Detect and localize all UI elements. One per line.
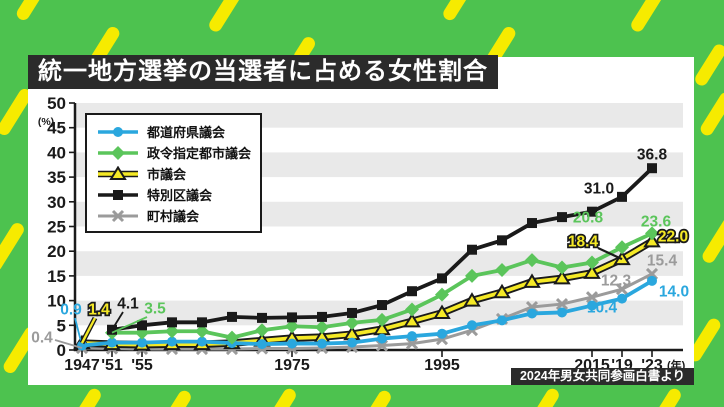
svg-text:35: 35 bbox=[47, 168, 66, 187]
legend-label: 町村議会 bbox=[147, 209, 200, 224]
svg-text:36.8: 36.8 bbox=[637, 147, 668, 164]
svg-text:15: 15 bbox=[47, 267, 66, 286]
bg-dash-icon bbox=[698, 90, 724, 138]
page-title: 統一地方選挙の当選者に占める女性割合 bbox=[28, 55, 498, 89]
svg-text:0.4: 0.4 bbox=[31, 330, 53, 347]
svg-text:23.6: 23.6 bbox=[641, 214, 672, 231]
svg-text:22.0: 22.0 bbox=[658, 229, 688, 246]
bg-dash-icon bbox=[355, 388, 394, 407]
bg-dash-icon bbox=[206, 0, 243, 34]
bg-dash-icon bbox=[645, 386, 684, 407]
svg-text:18.4: 18.4 bbox=[568, 234, 599, 251]
svg-text:30: 30 bbox=[47, 193, 66, 212]
svg-text:0: 0 bbox=[57, 341, 66, 360]
svg-text:1.4: 1.4 bbox=[88, 302, 110, 319]
legend-item-city-assembly: 市議会 bbox=[96, 164, 251, 183]
svg-text:1975: 1975 bbox=[274, 357, 310, 374]
svg-text:3.5: 3.5 bbox=[144, 301, 166, 318]
bg-dash-icon bbox=[65, 386, 104, 407]
bg-dash-icon bbox=[523, 386, 562, 407]
legend-marker-triangle-icon bbox=[98, 165, 138, 180]
svg-text:1995: 1995 bbox=[424, 357, 460, 374]
svg-text:10.4: 10.4 bbox=[587, 300, 618, 317]
series-prefectural-assembly bbox=[77, 275, 657, 351]
svg-text:20: 20 bbox=[47, 242, 66, 261]
svg-text:15.4: 15.4 bbox=[647, 253, 678, 270]
legend-marker-diamond-icon bbox=[98, 145, 138, 160]
bg-dash-icon bbox=[260, 386, 299, 407]
chart-panel: 0 5 10 15 20 25 30 35 40 45 50 (%) 1947'51 '55 1975 199… bbox=[28, 57, 694, 385]
svg-text:4.1: 4.1 bbox=[117, 296, 139, 313]
legend-item-special-ward-assembly: 特別区議会 bbox=[96, 185, 251, 204]
bg-dash-icon bbox=[700, 210, 724, 266]
legend-marker-x-icon bbox=[98, 209, 138, 222]
bg-dash-icon bbox=[628, 0, 665, 34]
legend-label: 特別区議会 bbox=[147, 188, 213, 203]
svg-text:0.9: 0.9 bbox=[60, 302, 82, 319]
svg-text:31.0: 31.0 bbox=[584, 181, 614, 198]
svg-text:12.3: 12.3 bbox=[601, 273, 632, 290]
svg-text:10: 10 bbox=[47, 292, 66, 311]
svg-text:45: 45 bbox=[47, 119, 66, 138]
legend-item-town-village-assembly: 町村議会 bbox=[96, 206, 251, 225]
svg-text:50: 50 bbox=[47, 94, 66, 113]
svg-text:40: 40 bbox=[47, 143, 66, 162]
bg-dash-icon bbox=[14, 0, 47, 23]
svg-text:1947: 1947 bbox=[64, 357, 100, 374]
source-label: 2024年男女共同参画白書より bbox=[510, 368, 694, 385]
legend-label: 市議会 bbox=[147, 167, 187, 182]
chart-legend: 都道府県議会政令指定都市議会 市議会特別区議会町村議会 bbox=[85, 113, 263, 233]
legend-item-prefectural-assembly: 都道府県議会 bbox=[96, 122, 251, 141]
series-special-ward-assembly bbox=[107, 163, 657, 335]
bg-dash-icon bbox=[155, 388, 194, 407]
legend-marker-square-icon bbox=[98, 189, 138, 200]
bg-dash-icon bbox=[440, 0, 473, 23]
svg-text:'51: '51 bbox=[101, 357, 123, 374]
svg-text:25: 25 bbox=[47, 218, 66, 237]
data-labels: 0.9 1.4 4.1 3.5 0.4 36.8 31.0 23.6 20.8 22.0 18.4 1… bbox=[31, 147, 690, 349]
bg-dash-icon bbox=[0, 220, 27, 274]
svg-text:14.0: 14.0 bbox=[659, 284, 689, 301]
legend-marker-circle-icon bbox=[98, 126, 138, 137]
svg-text:(%): (%) bbox=[38, 116, 54, 128]
legend-label: 都道府県議会 bbox=[147, 125, 226, 140]
svg-text:'55: '55 bbox=[131, 357, 153, 374]
legend-label: 政令指定都市議会 bbox=[147, 146, 252, 161]
svg-text:20.8: 20.8 bbox=[573, 210, 604, 227]
legend-item-designated-city-assembly: 政令指定都市議会 bbox=[96, 143, 251, 162]
bg-dash-icon bbox=[692, 42, 724, 88]
svg-text:5: 5 bbox=[57, 316, 66, 335]
